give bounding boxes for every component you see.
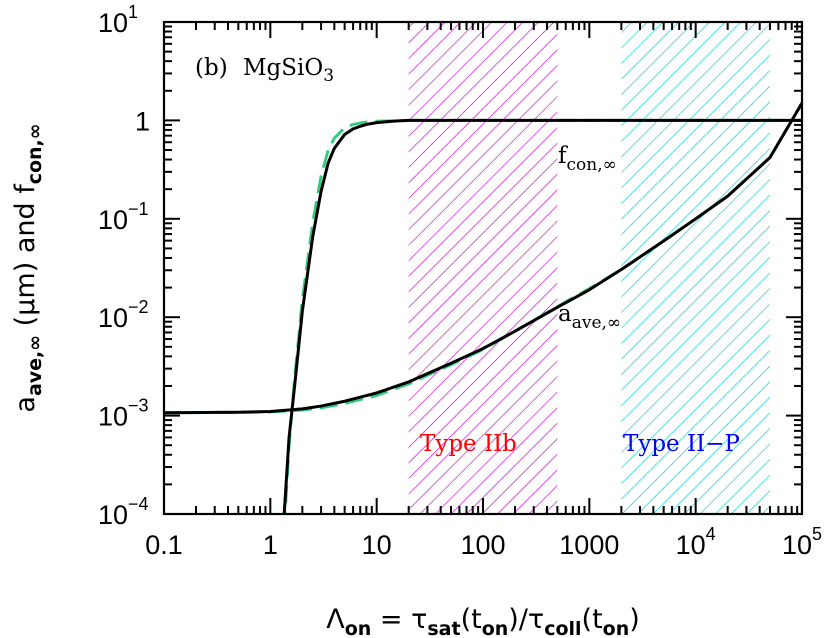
axis-label-part: a bbox=[10, 396, 41, 413]
axis-label-part: m) and f bbox=[10, 183, 41, 299]
y-tick-label-base: 1 bbox=[135, 106, 150, 136]
axis-label-subscript: sat bbox=[427, 618, 460, 638]
region-type-iib bbox=[408, 22, 558, 514]
series-label-f-con-sub: con,∞ bbox=[567, 155, 617, 175]
y-tick-label-exponent: −2 bbox=[128, 297, 149, 317]
curve-f bbox=[282, 118, 802, 514]
series-label-f-con-base: f bbox=[558, 143, 568, 169]
y-tick-label: 10 bbox=[98, 205, 128, 235]
axis-label-part: ) bbox=[629, 604, 640, 635]
x-tick-label-base: 100 bbox=[460, 530, 505, 560]
axis-label-part: = bbox=[371, 604, 411, 635]
y-tick-label-exponent: −1 bbox=[128, 199, 149, 219]
axis-label-part: (t bbox=[461, 604, 482, 635]
y-axis-label: aave,∞ (μm) and fcon,∞ bbox=[10, 123, 46, 412]
x-tick-label: 0.1 bbox=[145, 530, 183, 560]
y-tick-label: 10 bbox=[98, 500, 128, 530]
axis-label-part: ( bbox=[10, 316, 41, 335]
plot-frame bbox=[162, 20, 804, 516]
material-subscript: 3 bbox=[323, 66, 334, 86]
x-tick-label-base: 10 bbox=[676, 530, 706, 560]
y-tick-label-exponent: −3 bbox=[128, 396, 149, 416]
series-label-a-ave-base: a bbox=[558, 301, 572, 327]
axis-label-part: (t bbox=[582, 604, 603, 635]
series-label-a-ave-sub: ave,∞ bbox=[572, 313, 621, 333]
axis-label-subscript: on bbox=[345, 618, 372, 638]
x-tick-label: 105 bbox=[782, 524, 822, 560]
axis-label-part: μ bbox=[10, 299, 41, 316]
x-tick-label: 1 bbox=[263, 530, 278, 560]
x-tick-label-base: 0.1 bbox=[145, 530, 183, 560]
x-tick-label: 104 bbox=[676, 524, 716, 560]
axis-label-subscript: on bbox=[603, 618, 630, 638]
x-axis-label: Λon = τsat(ton)/τcoll(ton) bbox=[326, 604, 640, 638]
x-tick-label-exponent: 5 bbox=[812, 524, 822, 544]
x-tick-label-base: 1000 bbox=[559, 530, 619, 560]
y-tick-label: 1 bbox=[135, 106, 150, 136]
axis-label-subscript: on bbox=[482, 618, 509, 638]
panel-letter: (b) bbox=[195, 55, 228, 81]
axis-label-subscript: con,∞ bbox=[24, 123, 46, 184]
region-label-type-iip: Type II−P bbox=[623, 431, 740, 457]
region-label-type-iib: Type IIb bbox=[420, 431, 517, 457]
series-label-a-ave: aave,∞ bbox=[558, 301, 621, 333]
y-tick-label-base: 10 bbox=[98, 8, 128, 38]
data-curves bbox=[164, 102, 802, 514]
shaded-regions bbox=[408, 22, 770, 514]
curve-a bbox=[164, 102, 802, 415]
y-tick-label-base: 10 bbox=[98, 402, 128, 432]
y-tick-label-base: 10 bbox=[98, 500, 128, 530]
material-name: MgSiO bbox=[243, 55, 323, 81]
x-tick-label-base: 10 bbox=[362, 530, 392, 560]
y-tick-label-exponent: −4 bbox=[128, 494, 149, 514]
x-tick-label: 10 bbox=[362, 530, 392, 560]
x-tick-label-exponent: 4 bbox=[706, 524, 716, 544]
x-tick-label-base: 10 bbox=[782, 530, 812, 560]
x-tick-label: 100 bbox=[460, 530, 505, 560]
series-label-f-con: fcon,∞ bbox=[558, 143, 617, 175]
y-tick-label: 10 bbox=[98, 402, 128, 432]
y-tick-label: 10 bbox=[98, 8, 128, 38]
axis-label-part: )/ bbox=[508, 604, 529, 635]
axis-label-subscript: coll bbox=[544, 618, 581, 638]
axis-label-part: τ bbox=[528, 604, 544, 635]
panel-label: (b) MgSiO3 bbox=[195, 55, 334, 86]
region-type-ii-p bbox=[621, 22, 770, 514]
y-tick-label-exponent: 1 bbox=[128, 2, 138, 22]
axis-label-subscript: ave,∞ bbox=[24, 335, 46, 396]
y-tick-label: 10 bbox=[98, 303, 128, 333]
x-tick-label: 1000 bbox=[559, 530, 619, 560]
y-tick-label-base: 10 bbox=[98, 205, 128, 235]
axis-label-part: Λ bbox=[326, 604, 345, 635]
y-tick-label-base: 10 bbox=[98, 303, 128, 333]
x-tick-label-base: 1 bbox=[263, 530, 278, 560]
axis-label-part: τ bbox=[411, 604, 427, 635]
